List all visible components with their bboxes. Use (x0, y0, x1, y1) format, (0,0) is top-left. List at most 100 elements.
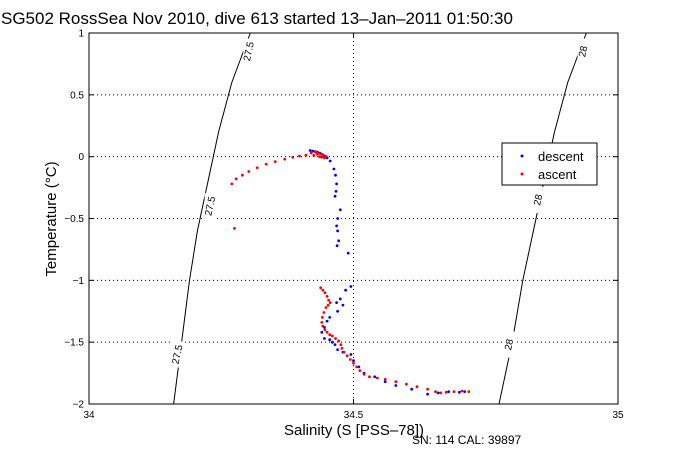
y-tick-label: 0.5 (70, 90, 84, 101)
ascent-point (452, 390, 456, 393)
isopycnal-label: 28 (577, 45, 590, 59)
ascent-point (321, 324, 325, 328)
ascent-point (230, 182, 234, 186)
descent-point (328, 316, 332, 319)
descent-point (334, 189, 338, 193)
descent-point (349, 353, 353, 356)
ascent-point (323, 328, 327, 332)
ascent-point (340, 346, 344, 350)
ascent-point (368, 375, 371, 379)
isopycnal-label: 28 (532, 193, 545, 207)
descent-point (373, 375, 377, 379)
isopycnal-label-bg (503, 331, 516, 358)
ascent-point (352, 361, 355, 365)
ascent-point (247, 170, 251, 173)
descent-point (344, 288, 347, 292)
descent-point (338, 208, 342, 212)
ascent-point (315, 151, 319, 155)
ascent-point (320, 155, 324, 159)
descent-point (325, 319, 329, 323)
chart-title: SG502 RossSea Nov 2010, dive 613 started… (1, 9, 513, 28)
descent-point (336, 309, 339, 313)
x-tick-label: 34 (83, 410, 95, 421)
y-tick-label: −0.5 (64, 214, 84, 225)
isopycnal-label: 27.5 (203, 195, 218, 217)
ascent-point (322, 311, 326, 314)
ascent-point (283, 157, 287, 161)
ascent-point (328, 333, 332, 337)
ascent-point (444, 390, 448, 394)
descent-point (341, 303, 345, 307)
descent-point (335, 301, 338, 304)
y-tick-label: −2 (73, 400, 85, 411)
descent-point (336, 217, 339, 220)
ascent-point (328, 301, 332, 304)
ascent-point (348, 358, 352, 361)
legend-marker-ascent (520, 172, 524, 176)
ascent-point (342, 350, 346, 354)
grid-lines (89, 33, 618, 404)
ascent-point (233, 227, 236, 230)
descent-point (323, 337, 326, 340)
x-tick-label: 35 (612, 410, 624, 421)
descent-point (383, 380, 387, 384)
descent-point (410, 387, 414, 391)
ascent-point (345, 354, 349, 358)
descent-point (349, 285, 353, 288)
legend-box (501, 142, 598, 186)
ascent-point (318, 155, 321, 159)
descent-point (335, 244, 339, 248)
ascent-point (319, 286, 323, 290)
descent-point (447, 390, 451, 393)
descent-point (457, 390, 461, 394)
ascent-point (326, 303, 330, 307)
ascent-point (321, 153, 325, 157)
ascent-point (273, 160, 277, 164)
isopycnal-label: 27.5 (242, 40, 257, 62)
ascent-point (264, 162, 268, 166)
legend-label-ascent: ascent (538, 167, 577, 182)
ascent-point (337, 339, 341, 343)
ascent-point (325, 330, 329, 334)
ascent-point (405, 382, 408, 386)
ascent-point (255, 166, 259, 170)
descent-point (336, 229, 339, 233)
descent-point (311, 149, 315, 153)
y-tick-label: 1 (78, 29, 84, 40)
isopycnal-label-bg (577, 38, 590, 65)
ascent-point (415, 385, 419, 389)
ascent-point (394, 380, 398, 384)
descent-point (335, 182, 338, 186)
ascent-point (234, 177, 238, 181)
footer-serial-calibration: SN: 114 CAL: 39897 (412, 433, 522, 447)
ascent-point (330, 334, 334, 338)
x-tick-label: 34.5 (344, 410, 364, 421)
descent-point (463, 390, 466, 393)
isopycnal-line (173, 32, 251, 405)
y-tick-label: −1.5 (64, 338, 84, 349)
isopycnal-label: 28 (503, 338, 516, 352)
descent-point (320, 330, 324, 334)
ascent-point (383, 377, 387, 381)
ascent-point (467, 390, 471, 393)
ascent-point (355, 365, 359, 369)
descent-point (332, 167, 336, 171)
descent-point (337, 239, 341, 243)
ascent-point (304, 153, 308, 157)
ascent-point (241, 173, 244, 177)
ascent-point (291, 155, 295, 159)
ascent-point (362, 372, 366, 376)
descent-point (352, 359, 355, 363)
descent-point (436, 391, 440, 395)
y-tick-label: 0 (78, 152, 84, 163)
descent-point (328, 159, 332, 163)
descent-point (330, 340, 334, 344)
descent-point (426, 392, 429, 396)
data-points (230, 149, 471, 396)
y-axis-label: Temperature (°C) (43, 161, 60, 276)
ascent-point (324, 155, 328, 158)
ascent-point (334, 337, 337, 340)
ascent-point (298, 154, 301, 158)
x-axis-label: Salinity (S [PSS–78]) (284, 422, 424, 439)
